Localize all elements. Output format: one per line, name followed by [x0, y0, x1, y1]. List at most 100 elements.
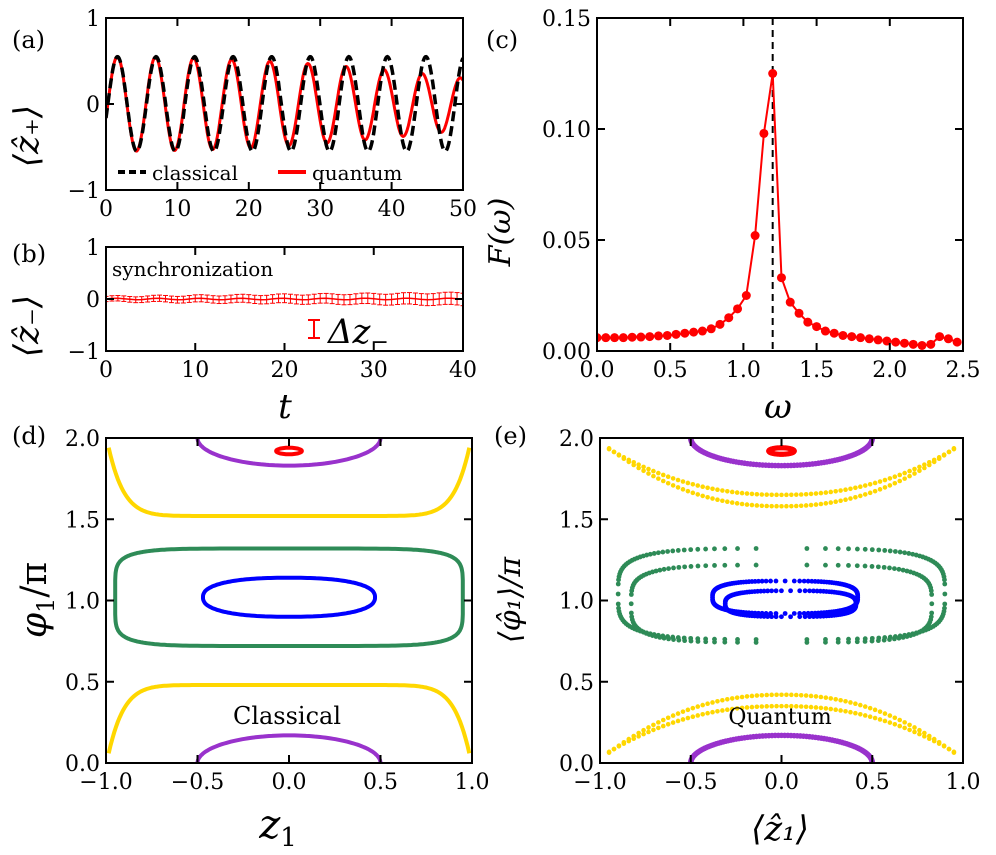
dot-yellow: [848, 486, 853, 492]
dot-green: [869, 547, 875, 553]
data-point: [759, 128, 769, 138]
dot-blue: [765, 588, 771, 594]
dot-purple-bottom: [818, 785, 824, 791]
dot-red: [791, 448, 797, 454]
dot-green: [629, 588, 635, 594]
dot-green: [835, 546, 841, 552]
dot-green: [854, 546, 860, 552]
dot-yellow: [892, 474, 898, 480]
dot-green: [753, 546, 759, 551]
dot-yellow: [779, 692, 784, 698]
dot-yellow: [660, 478, 666, 484]
dot-yellow: [887, 720, 893, 725]
orbit-yellow-upper: [106, 447, 472, 518]
dot-yellow: [705, 494, 710, 500]
orbit-purple-top: [195, 438, 383, 468]
dot-purple-top: [690, 429, 696, 435]
dot-purple-top: [869, 431, 875, 437]
dot-yellow: [941, 743, 947, 749]
data-point: [706, 324, 716, 334]
dot-yellow: [665, 721, 671, 727]
dot-yellow: [700, 493, 705, 499]
data-point: [891, 337, 901, 347]
dot-yellow: [710, 496, 715, 501]
dot-green: [896, 635, 902, 641]
dot-purple-top: [798, 408, 804, 414]
dot-green: [651, 551, 657, 556]
dot-purple-bottom: [748, 786, 754, 792]
dot-green: [887, 548, 893, 554]
dot-yellow: [749, 502, 755, 508]
dot-green: [615, 591, 621, 597]
dot-yellow: [798, 503, 804, 509]
dot-yellow: [725, 707, 730, 713]
dot-green: [671, 565, 676, 571]
dot-yellow: [877, 479, 883, 484]
dot-green: [688, 638, 694, 644]
dot-green: [928, 614, 934, 620]
dot-blue: [788, 614, 793, 620]
y-tick-label: 1.5: [65, 508, 100, 533]
dot-purple-top: [733, 411, 739, 417]
data-point: [680, 328, 690, 338]
dot-yellow: [660, 717, 666, 723]
dot-yellow: [917, 727, 922, 733]
data-point: [952, 337, 962, 347]
y-tick-label: 1: [86, 7, 100, 32]
dot-yellow: [725, 488, 730, 494]
data-point: [847, 332, 857, 342]
data-point: [873, 335, 883, 345]
dot-green: [653, 634, 659, 639]
dot-green: [900, 634, 906, 640]
dot-yellow: [858, 493, 863, 499]
panel-e-label: (e): [494, 422, 527, 450]
dot-green: [735, 639, 740, 645]
dot-yellow: [651, 727, 656, 733]
dot-yellow: [705, 701, 710, 707]
dot-green: [753, 562, 759, 568]
dot-purple-top: [709, 417, 715, 423]
dot-yellow: [926, 736, 932, 741]
dot-yellow: [848, 496, 853, 501]
dot-yellow: [946, 746, 952, 752]
panel-d: −1.0 −0.5 0.0 0.5 1.0 0.0 0.5 1.0 1.5 2.0 (d) φ1/…: [12, 422, 490, 853]
dot-green: [862, 639, 868, 644]
x-tick-label: 40: [449, 358, 477, 383]
dot-green: [902, 550, 908, 556]
panel-c: 0.0 0.5 1.0 1.5 2.0 2.5 0.00 0.05 0.10 0.15 (c) F…: [483, 7, 981, 427]
x-tick-label: 20: [235, 197, 263, 222]
dot-purple-top: [702, 421, 708, 427]
dot-purple-bottom: [813, 786, 819, 792]
dot-yellow: [848, 700, 853, 705]
dot-yellow: [951, 446, 957, 452]
dot-purple-top: [868, 430, 874, 436]
dot-purple-bottom: [728, 783, 734, 789]
data-point: [776, 273, 786, 283]
dot-purple-bottom: [742, 785, 748, 791]
x-tick-label: 1.0: [726, 358, 761, 383]
dot-yellow: [789, 692, 794, 698]
dot-purple-top: [862, 424, 868, 430]
panel-e-ylabel: ⟨φ̂₁⟩/π: [493, 556, 528, 644]
dot-purple-top: [818, 410, 824, 416]
dot-yellow: [774, 492, 779, 498]
dot-purple-top: [689, 430, 695, 436]
dot-green: [913, 552, 919, 558]
dot-green: [722, 546, 728, 552]
dot-green: [703, 563, 709, 569]
dot-yellow: [808, 491, 814, 497]
dot-yellow: [808, 502, 814, 508]
dot-purple-top: [839, 415, 845, 421]
dot-green: [854, 639, 860, 645]
dot-yellow: [784, 703, 789, 709]
x-tick-label: 1.0: [946, 770, 981, 795]
dot-purple-top: [791, 408, 797, 414]
dot-yellow: [665, 474, 671, 480]
dot-yellow: [931, 457, 937, 463]
dot-green: [929, 601, 935, 607]
dot-green: [896, 566, 902, 572]
dot-yellow: [739, 694, 745, 700]
dot-green: [862, 546, 868, 552]
x-tick-label: 2.0: [872, 358, 907, 383]
